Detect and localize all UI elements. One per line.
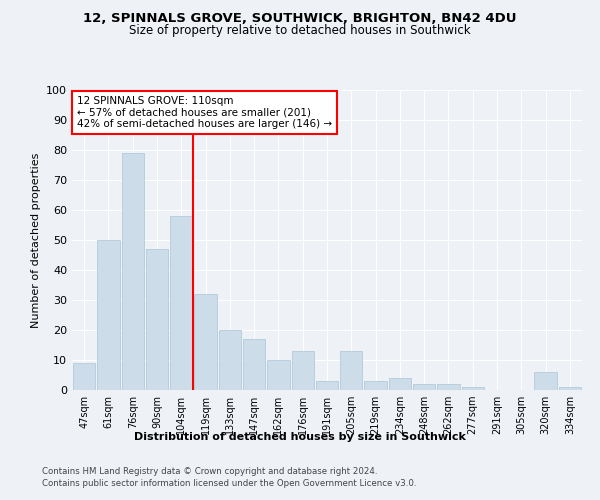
Bar [389,378,411,390]
Text: Size of property relative to detached houses in Southwick: Size of property relative to detached ho… [129,24,471,37]
Bar [316,381,338,390]
Bar [218,330,241,390]
Text: Contains HM Land Registry data © Crown copyright and database right 2024.: Contains HM Land Registry data © Crown c… [42,468,377,476]
Bar [97,240,119,390]
Bar [243,339,265,390]
Bar [535,372,557,390]
Text: 12, SPINNALS GROVE, SOUTHWICK, BRIGHTON, BN42 4DU: 12, SPINNALS GROVE, SOUTHWICK, BRIGHTON,… [83,12,517,26]
Text: Distribution of detached houses by size in Southwick: Distribution of detached houses by size … [134,432,466,442]
Bar [437,384,460,390]
Bar [559,387,581,390]
Bar [340,351,362,390]
Bar [267,360,290,390]
Bar [170,216,193,390]
Bar [292,351,314,390]
Bar [413,384,436,390]
Y-axis label: Number of detached properties: Number of detached properties [31,152,41,328]
Text: Contains public sector information licensed under the Open Government Licence v3: Contains public sector information licen… [42,479,416,488]
Bar [461,387,484,390]
Bar [146,249,168,390]
Bar [364,381,387,390]
Bar [122,153,144,390]
Text: 12 SPINNALS GROVE: 110sqm
← 57% of detached houses are smaller (201)
42% of semi: 12 SPINNALS GROVE: 110sqm ← 57% of detac… [77,96,332,129]
Bar [194,294,217,390]
Bar [73,363,95,390]
